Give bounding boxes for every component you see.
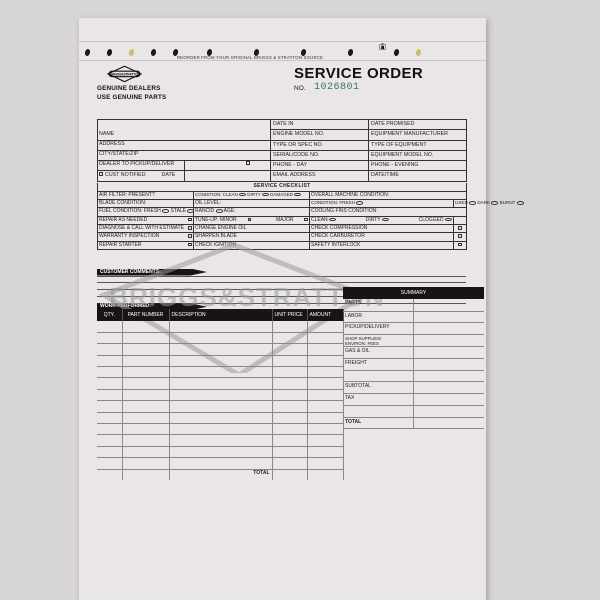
svg-text:BRIGGS&STRATTON: BRIGGS&STRATTON	[109, 72, 140, 76]
